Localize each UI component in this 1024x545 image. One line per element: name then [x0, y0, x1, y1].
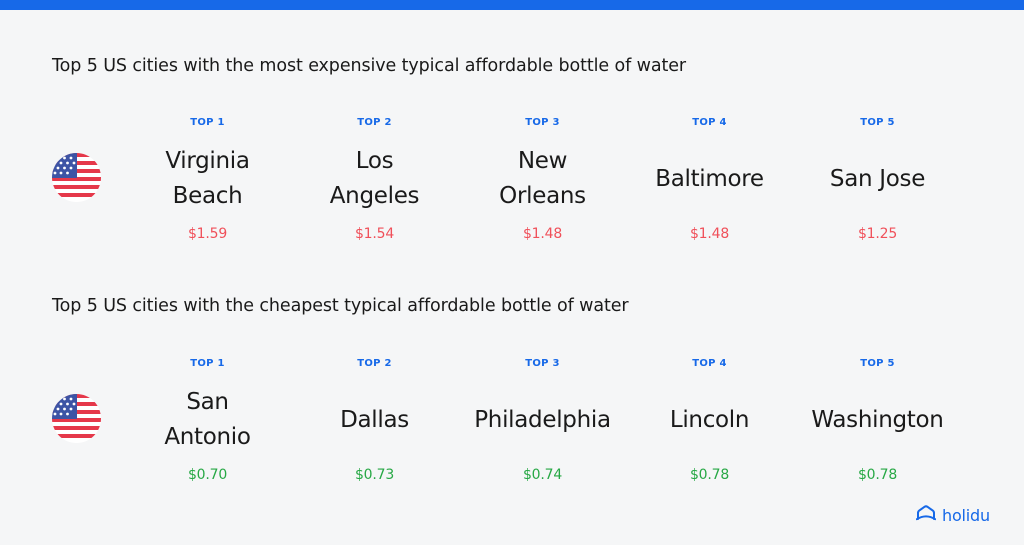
- rank-label: TOP 4: [692, 358, 727, 369]
- city-name: Los Angeles: [329, 148, 420, 209]
- cheapest-cities-section: Top 5 US cities with the cheapest typica…: [0, 241, 1024, 483]
- price-value: $1.25: [857, 226, 898, 242]
- rank-label: TOP 5: [860, 358, 895, 369]
- ranking-item-4: TOP 4 Lincoln $0.78: [627, 241, 792, 483]
- city-name: Dallas: [340, 406, 409, 433]
- city-name: New Orleans: [499, 148, 586, 209]
- section-heading: Top 5 US cities with the cheapest typica…: [52, 296, 629, 316]
- rank-label: TOP 3: [525, 117, 560, 128]
- price-value: $0.78: [689, 467, 730, 483]
- ranking-item-4: TOP 4 Baltimore $1.48: [627, 0, 792, 242]
- rank-label: TOP 1: [190, 358, 225, 369]
- holidu-house-icon: [915, 505, 937, 525]
- price-value: $0.74: [522, 467, 563, 483]
- ranking-item-3: TOP 3 Philadelphia $0.74: [460, 241, 625, 483]
- rank-label: TOP 1: [190, 117, 225, 128]
- logo-text: holidu: [942, 505, 990, 525]
- top-accent-bar: [0, 0, 1024, 10]
- holidu-logo: holidu: [915, 503, 990, 527]
- city-name: Lincoln: [669, 406, 750, 433]
- rank-label: TOP 3: [525, 358, 560, 369]
- rank-label: TOP 2: [357, 117, 392, 128]
- rank-label: TOP 5: [860, 117, 895, 128]
- city-name: Baltimore: [655, 165, 764, 192]
- city-name: San Antonio: [164, 389, 251, 450]
- price-value: $1.48: [689, 226, 730, 242]
- ranking-item-1: TOP 1 Virginia Beach $1.59: [125, 0, 290, 242]
- city-name: Virginia Beach: [165, 148, 250, 209]
- section-heading: Top 5 US cities with the most expensive …: [52, 56, 686, 76]
- price-value: $0.78: [857, 467, 898, 483]
- price-value: $1.59: [187, 226, 228, 242]
- city-name: Philadelphia: [474, 406, 611, 433]
- us-flag-icon: [52, 153, 101, 202]
- ranking-item-5: TOP 5 Washington $0.78: [795, 241, 960, 483]
- price-value: $1.48: [522, 226, 563, 242]
- rank-label: TOP 4: [692, 117, 727, 128]
- ranking-item-2: TOP 2 Los Angeles $1.54: [292, 0, 457, 242]
- ranking-item-1: TOP 1 San Antonio $0.70: [125, 241, 290, 483]
- price-value: $0.73: [354, 467, 395, 483]
- city-name: Washington: [811, 406, 944, 433]
- ranking-item-3: TOP 3 New Orleans $1.48: [460, 0, 625, 242]
- price-value: $1.54: [354, 226, 395, 242]
- us-flag-icon: [52, 394, 101, 443]
- ranking-item-2: TOP 2 Dallas $0.73: [292, 241, 457, 483]
- price-value: $0.70: [187, 467, 228, 483]
- rank-label: TOP 2: [357, 358, 392, 369]
- expensive-cities-section: Top 5 US cities with the most expensive …: [0, 0, 1024, 242]
- ranking-item-5: TOP 5 San Jose $1.25: [795, 0, 960, 242]
- city-name: San Jose: [829, 165, 926, 192]
